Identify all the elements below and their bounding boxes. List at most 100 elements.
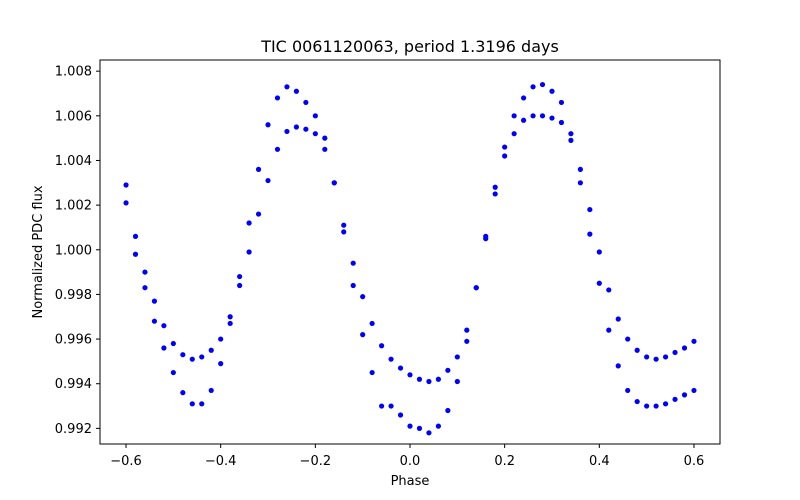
data-point bbox=[483, 236, 489, 242]
data-point bbox=[587, 206, 593, 213]
data-point bbox=[615, 316, 621, 322]
data-point bbox=[284, 84, 290, 90]
data-point bbox=[549, 88, 555, 94]
data-point bbox=[558, 119, 565, 126]
x-tick-label: −0.6 bbox=[110, 454, 142, 469]
data-point bbox=[322, 146, 328, 152]
data-point bbox=[388, 356, 394, 362]
data-point bbox=[511, 131, 517, 137]
data-point bbox=[596, 249, 602, 255]
data-point bbox=[454, 354, 460, 360]
data-point bbox=[161, 345, 167, 351]
data-point bbox=[397, 365, 404, 371]
y-tick-label: 1.004 bbox=[55, 154, 92, 169]
data-point bbox=[170, 340, 176, 347]
data-point bbox=[549, 115, 555, 121]
data-point bbox=[568, 131, 574, 137]
data-point bbox=[180, 352, 186, 358]
data-point bbox=[274, 95, 281, 101]
data-point bbox=[416, 376, 423, 382]
data-point bbox=[142, 269, 148, 275]
data-point bbox=[577, 180, 583, 186]
data-point bbox=[369, 320, 375, 327]
data-point bbox=[379, 343, 385, 349]
data-point bbox=[369, 369, 375, 376]
data-point bbox=[445, 407, 451, 414]
data-point bbox=[653, 403, 659, 409]
data-point bbox=[681, 345, 688, 351]
data-point bbox=[587, 231, 593, 237]
data-point bbox=[530, 113, 536, 119]
data-point bbox=[520, 117, 527, 123]
data-point bbox=[691, 387, 697, 394]
data-point bbox=[502, 153, 508, 159]
data-point bbox=[360, 294, 366, 300]
y-tick-label: 0.994 bbox=[55, 377, 92, 392]
data-point bbox=[218, 336, 224, 342]
data-point bbox=[341, 229, 347, 235]
data-point bbox=[606, 287, 612, 293]
data-point bbox=[293, 88, 300, 94]
data-point bbox=[691, 338, 697, 344]
data-point bbox=[388, 403, 394, 409]
data-point bbox=[246, 220, 252, 226]
data-point bbox=[341, 222, 347, 228]
data-point bbox=[672, 396, 678, 402]
data-point bbox=[644, 354, 650, 360]
data-point bbox=[464, 327, 470, 333]
data-point bbox=[293, 124, 300, 130]
data-point bbox=[227, 320, 233, 327]
data-point bbox=[265, 122, 271, 128]
data-point bbox=[416, 425, 423, 431]
data-point bbox=[520, 95, 527, 101]
data-point bbox=[255, 166, 262, 172]
data-point bbox=[379, 403, 385, 409]
y-tick-label: 0.998 bbox=[55, 288, 92, 303]
data-points bbox=[123, 81, 697, 436]
data-point bbox=[255, 211, 262, 217]
data-point bbox=[265, 177, 271, 184]
data-point bbox=[473, 285, 479, 291]
data-point bbox=[123, 200, 129, 206]
data-point bbox=[426, 378, 432, 385]
data-point bbox=[644, 403, 650, 409]
data-point bbox=[530, 84, 536, 90]
data-point bbox=[331, 180, 337, 186]
data-point bbox=[596, 280, 602, 286]
data-point bbox=[237, 273, 243, 280]
x-tick-label: −0.2 bbox=[300, 454, 332, 469]
data-point bbox=[625, 387, 631, 394]
data-point bbox=[606, 327, 612, 333]
data-point bbox=[511, 113, 517, 119]
data-point bbox=[151, 318, 158, 324]
data-point bbox=[274, 146, 281, 152]
y-tick-label: 0.996 bbox=[55, 333, 92, 348]
data-point bbox=[445, 367, 451, 373]
data-point bbox=[189, 401, 195, 407]
x-axis-label: Phase bbox=[391, 474, 430, 489]
data-point bbox=[672, 349, 678, 356]
data-point bbox=[435, 376, 441, 382]
y-tick-label: 1.002 bbox=[55, 199, 92, 214]
x-tick-label: −0.4 bbox=[205, 454, 237, 469]
data-point bbox=[199, 354, 205, 360]
data-point bbox=[208, 347, 214, 353]
data-point bbox=[615, 363, 621, 369]
data-point bbox=[360, 332, 366, 338]
data-point bbox=[634, 347, 640, 353]
data-point bbox=[132, 251, 139, 257]
data-point bbox=[303, 126, 309, 132]
data-point bbox=[350, 282, 356, 289]
chart-title: TIC 0061120063, period 1.3196 days bbox=[260, 37, 559, 56]
data-point bbox=[284, 128, 290, 135]
data-point bbox=[407, 423, 413, 429]
y-axis-label: Normalized PDC flux bbox=[31, 185, 46, 318]
data-point bbox=[189, 356, 195, 362]
data-point bbox=[625, 336, 631, 342]
data-point bbox=[180, 390, 186, 396]
data-point bbox=[312, 113, 318, 119]
data-point bbox=[246, 249, 252, 255]
data-point bbox=[426, 430, 432, 436]
